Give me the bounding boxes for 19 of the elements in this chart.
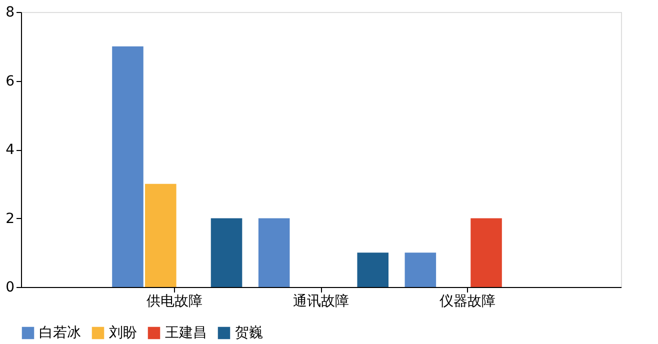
y-tick-label: 6 [6, 73, 15, 90]
y-tick-label: 8 [6, 4, 14, 20]
x-tick-label: 通讯故障 [293, 294, 349, 310]
bar [258, 218, 290, 287]
bar [470, 218, 502, 287]
y-tick-label: 0 [6, 280, 14, 296]
bar [145, 184, 176, 287]
y-tick-label: 2 [6, 210, 14, 227]
legend-label: 刘盼 [109, 325, 137, 341]
legend-label: 白若冰 [39, 325, 81, 341]
bar [210, 218, 242, 287]
bar [112, 46, 144, 287]
bar [404, 252, 436, 287]
x-tick-label: 供电故障 [146, 294, 203, 310]
bar [357, 252, 388, 287]
legend-label: 贺巍 [235, 325, 263, 341]
x-tick-label: 仪器故障 [439, 294, 496, 310]
legend-label: 王建昌 [165, 325, 207, 341]
y-tick-label: 4 [6, 142, 15, 158]
